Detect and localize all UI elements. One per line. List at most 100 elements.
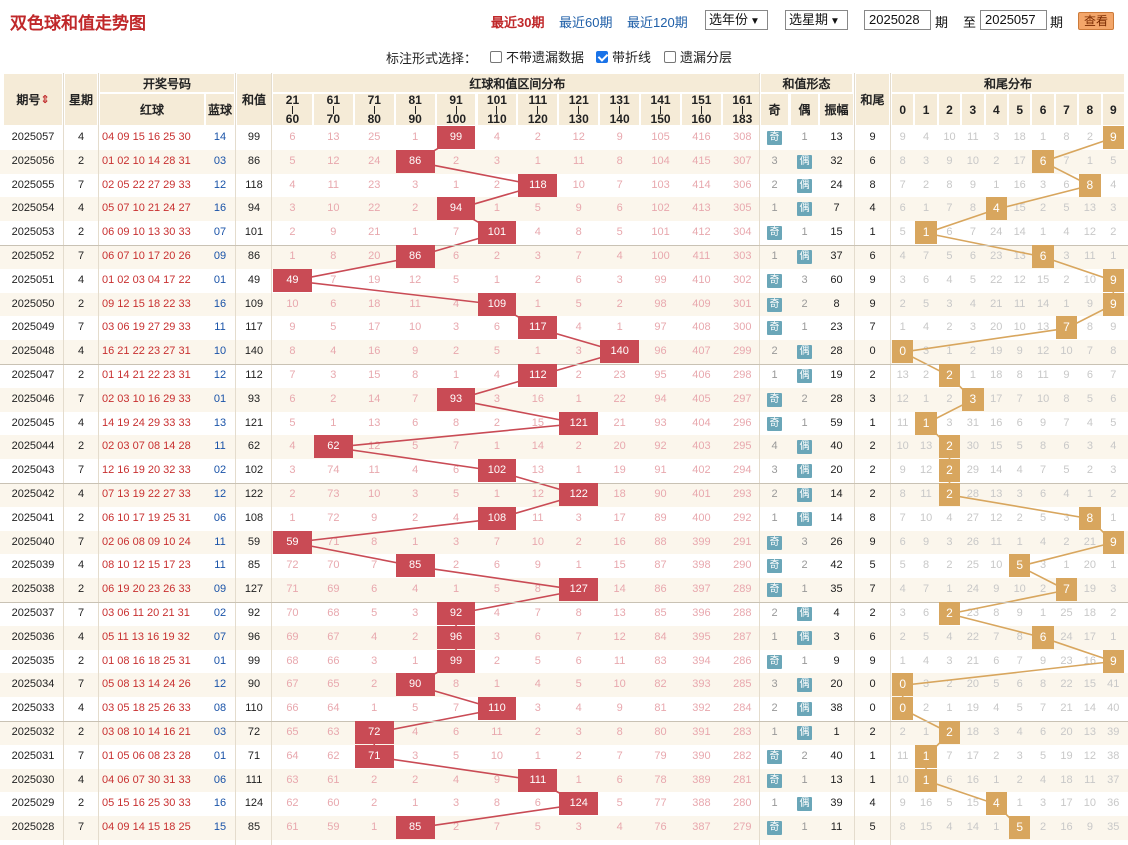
tail-value: 6 bbox=[869, 250, 876, 262]
range-miss-value: 3 bbox=[412, 607, 419, 619]
header-range-4: 91 100 bbox=[435, 93, 477, 126]
range-miss-value: 9 bbox=[616, 702, 623, 715]
checkbox-icon[interactable] bbox=[664, 50, 676, 63]
range-miss-value: 2 bbox=[534, 726, 541, 738]
tail-miss-value: 7 bbox=[1063, 416, 1070, 429]
range-miss-value: 7 bbox=[616, 178, 623, 191]
range-miss-value: 2 bbox=[534, 273, 541, 286]
table-row: 2025053 2 06 09 10 13 30 33 07 101 2 9 21 1 7 101 4… bbox=[0, 221, 1128, 245]
range-tick bbox=[291, 105, 293, 114]
range-miss-value: 393 bbox=[692, 678, 711, 691]
range-miss-value: 3 bbox=[289, 202, 296, 215]
option-no-miss[interactable]: 不带遗漏数据 bbox=[490, 47, 584, 66]
tail-miss-value: 10 bbox=[1013, 321, 1026, 334]
range-miss-value: 4 bbox=[452, 773, 460, 786]
tail-miss-value: 2 bbox=[969, 345, 976, 358]
from-issue-input[interactable]: 2025028 bbox=[864, 10, 931, 30]
odd-cell: 3 bbox=[771, 678, 778, 691]
recent-60-link[interactable]: 最近60期 bbox=[559, 15, 613, 30]
range-miss-value: 5 bbox=[289, 416, 296, 429]
weekday: 7 bbox=[77, 464, 85, 477]
tail-miss-value: 35 bbox=[1107, 821, 1120, 834]
tail-value: 0 bbox=[869, 345, 876, 358]
tail-value: 6 bbox=[869, 630, 876, 643]
range-miss-value: 4 bbox=[493, 369, 500, 381]
range-miss-value: 11 bbox=[573, 154, 585, 167]
tail-miss-value: 6 bbox=[1016, 416, 1023, 429]
tail-miss-value: 12 bbox=[896, 392, 909, 405]
range-low: 21 bbox=[285, 92, 300, 107]
tail-hit: 4 bbox=[985, 792, 1007, 816]
range-miss-value: 9 bbox=[616, 131, 623, 143]
range-miss-value: 3 bbox=[493, 392, 500, 405]
issue-number: 2025036 bbox=[11, 630, 55, 643]
blue-ball: 08 bbox=[213, 702, 227, 715]
tail-value: 0 bbox=[869, 702, 876, 715]
range-miss-value: 292 bbox=[733, 511, 752, 524]
table-row: 2025047 2 01 14 21 22 23 31 12 112 7 3 15 8 1 4 112… bbox=[0, 364, 1128, 388]
recent-120-link[interactable]: 最近120期 bbox=[627, 15, 688, 30]
range-miss-value: 3 bbox=[412, 178, 419, 191]
range-high: 130 bbox=[568, 111, 589, 126]
tail-miss-value: 24 bbox=[966, 583, 979, 596]
blue-ball: 07 bbox=[213, 226, 227, 239]
checkbox-icon[interactable] bbox=[490, 50, 502, 63]
tail-hit: 5 bbox=[1009, 554, 1031, 578]
range-miss-value: 6 bbox=[330, 297, 337, 310]
tail-miss-value: 10 bbox=[990, 559, 1003, 572]
blue-ball: 13 bbox=[213, 416, 227, 429]
sum-zone-hit: 71 bbox=[354, 744, 394, 768]
tail-miss-value: 4 bbox=[1016, 464, 1023, 477]
header-tail-digit-4: 4 bbox=[984, 93, 1008, 126]
header-tail-digit-9: 9 bbox=[1101, 93, 1125, 126]
range-miss-value: 387 bbox=[692, 821, 711, 834]
range-miss-value: 403 bbox=[692, 440, 711, 453]
sort-icon[interactable]: ⇕ bbox=[40, 94, 50, 106]
tail-miss-value: 11 bbox=[1084, 773, 1096, 786]
range-miss-value: 5 bbox=[534, 202, 541, 215]
year-select[interactable]: 选年份 ▼ bbox=[705, 10, 768, 30]
option-polyline[interactable]: 带折线 bbox=[596, 47, 651, 66]
blue-ball: 01 bbox=[213, 392, 227, 405]
amplitude-value: 13 bbox=[830, 773, 843, 786]
tail-miss-value: 6 bbox=[899, 202, 906, 215]
odd-cell: 2 bbox=[771, 178, 778, 191]
tail-miss-value: 10 bbox=[1083, 273, 1096, 286]
sum-zone-hit: 86 bbox=[395, 149, 435, 173]
range-miss-value: 1 bbox=[412, 797, 419, 810]
sum-value: 86 bbox=[247, 154, 261, 167]
blue-ball: 11 bbox=[214, 535, 226, 548]
view-button[interactable]: 查看 bbox=[1078, 12, 1114, 30]
range-miss-value: 2 bbox=[412, 202, 419, 215]
range-miss-value: 5 bbox=[412, 702, 419, 715]
tail-miss-value: 10 bbox=[1060, 345, 1073, 358]
checkbox-checked-icon[interactable] bbox=[596, 50, 608, 63]
table-row: 2025031 7 01 05 06 08 23 28 01 71 64 62 71 3 5 10 1… bbox=[0, 744, 1128, 769]
range-miss-value: 308 bbox=[733, 131, 752, 143]
week-select[interactable]: 选星期 ▼ bbox=[785, 10, 848, 30]
range-high: 70 bbox=[326, 111, 341, 126]
issue-number: 2025032 bbox=[11, 726, 55, 738]
tail-miss-value: 21 bbox=[1060, 702, 1073, 715]
tail-miss-value: 8 bbox=[899, 488, 906, 500]
tail-miss-value: 7 bbox=[993, 630, 1000, 643]
recent-30-link[interactable]: 最近30期 bbox=[491, 15, 545, 30]
range-miss-value: 65 bbox=[327, 678, 340, 691]
blue-ball: 07 bbox=[213, 630, 227, 643]
tail-miss-value: 21 bbox=[1083, 535, 1096, 548]
tail-miss-value: 22 bbox=[1060, 678, 1073, 691]
tail-miss-value: 24 bbox=[1060, 630, 1073, 643]
to-issue-input[interactable]: 2025057 bbox=[980, 10, 1047, 30]
range-miss-value: 392 bbox=[692, 702, 711, 715]
even-tag: 偶 bbox=[797, 440, 812, 455]
range-miss-value: 11 bbox=[613, 654, 626, 667]
option-layered[interactable]: 遗漏分层 bbox=[664, 47, 732, 66]
red-balls: 05 11 13 16 19 32 bbox=[102, 630, 190, 643]
range-miss-value: 4 bbox=[330, 345, 337, 358]
tail-miss-value: 20 bbox=[966, 678, 979, 691]
sum-value: 93 bbox=[247, 392, 261, 405]
range-miss-value: 408 bbox=[692, 321, 711, 334]
range-miss-value: 396 bbox=[692, 607, 711, 619]
range-miss-value: 77 bbox=[654, 797, 667, 810]
header-issue-label: 期号 bbox=[16, 93, 41, 107]
